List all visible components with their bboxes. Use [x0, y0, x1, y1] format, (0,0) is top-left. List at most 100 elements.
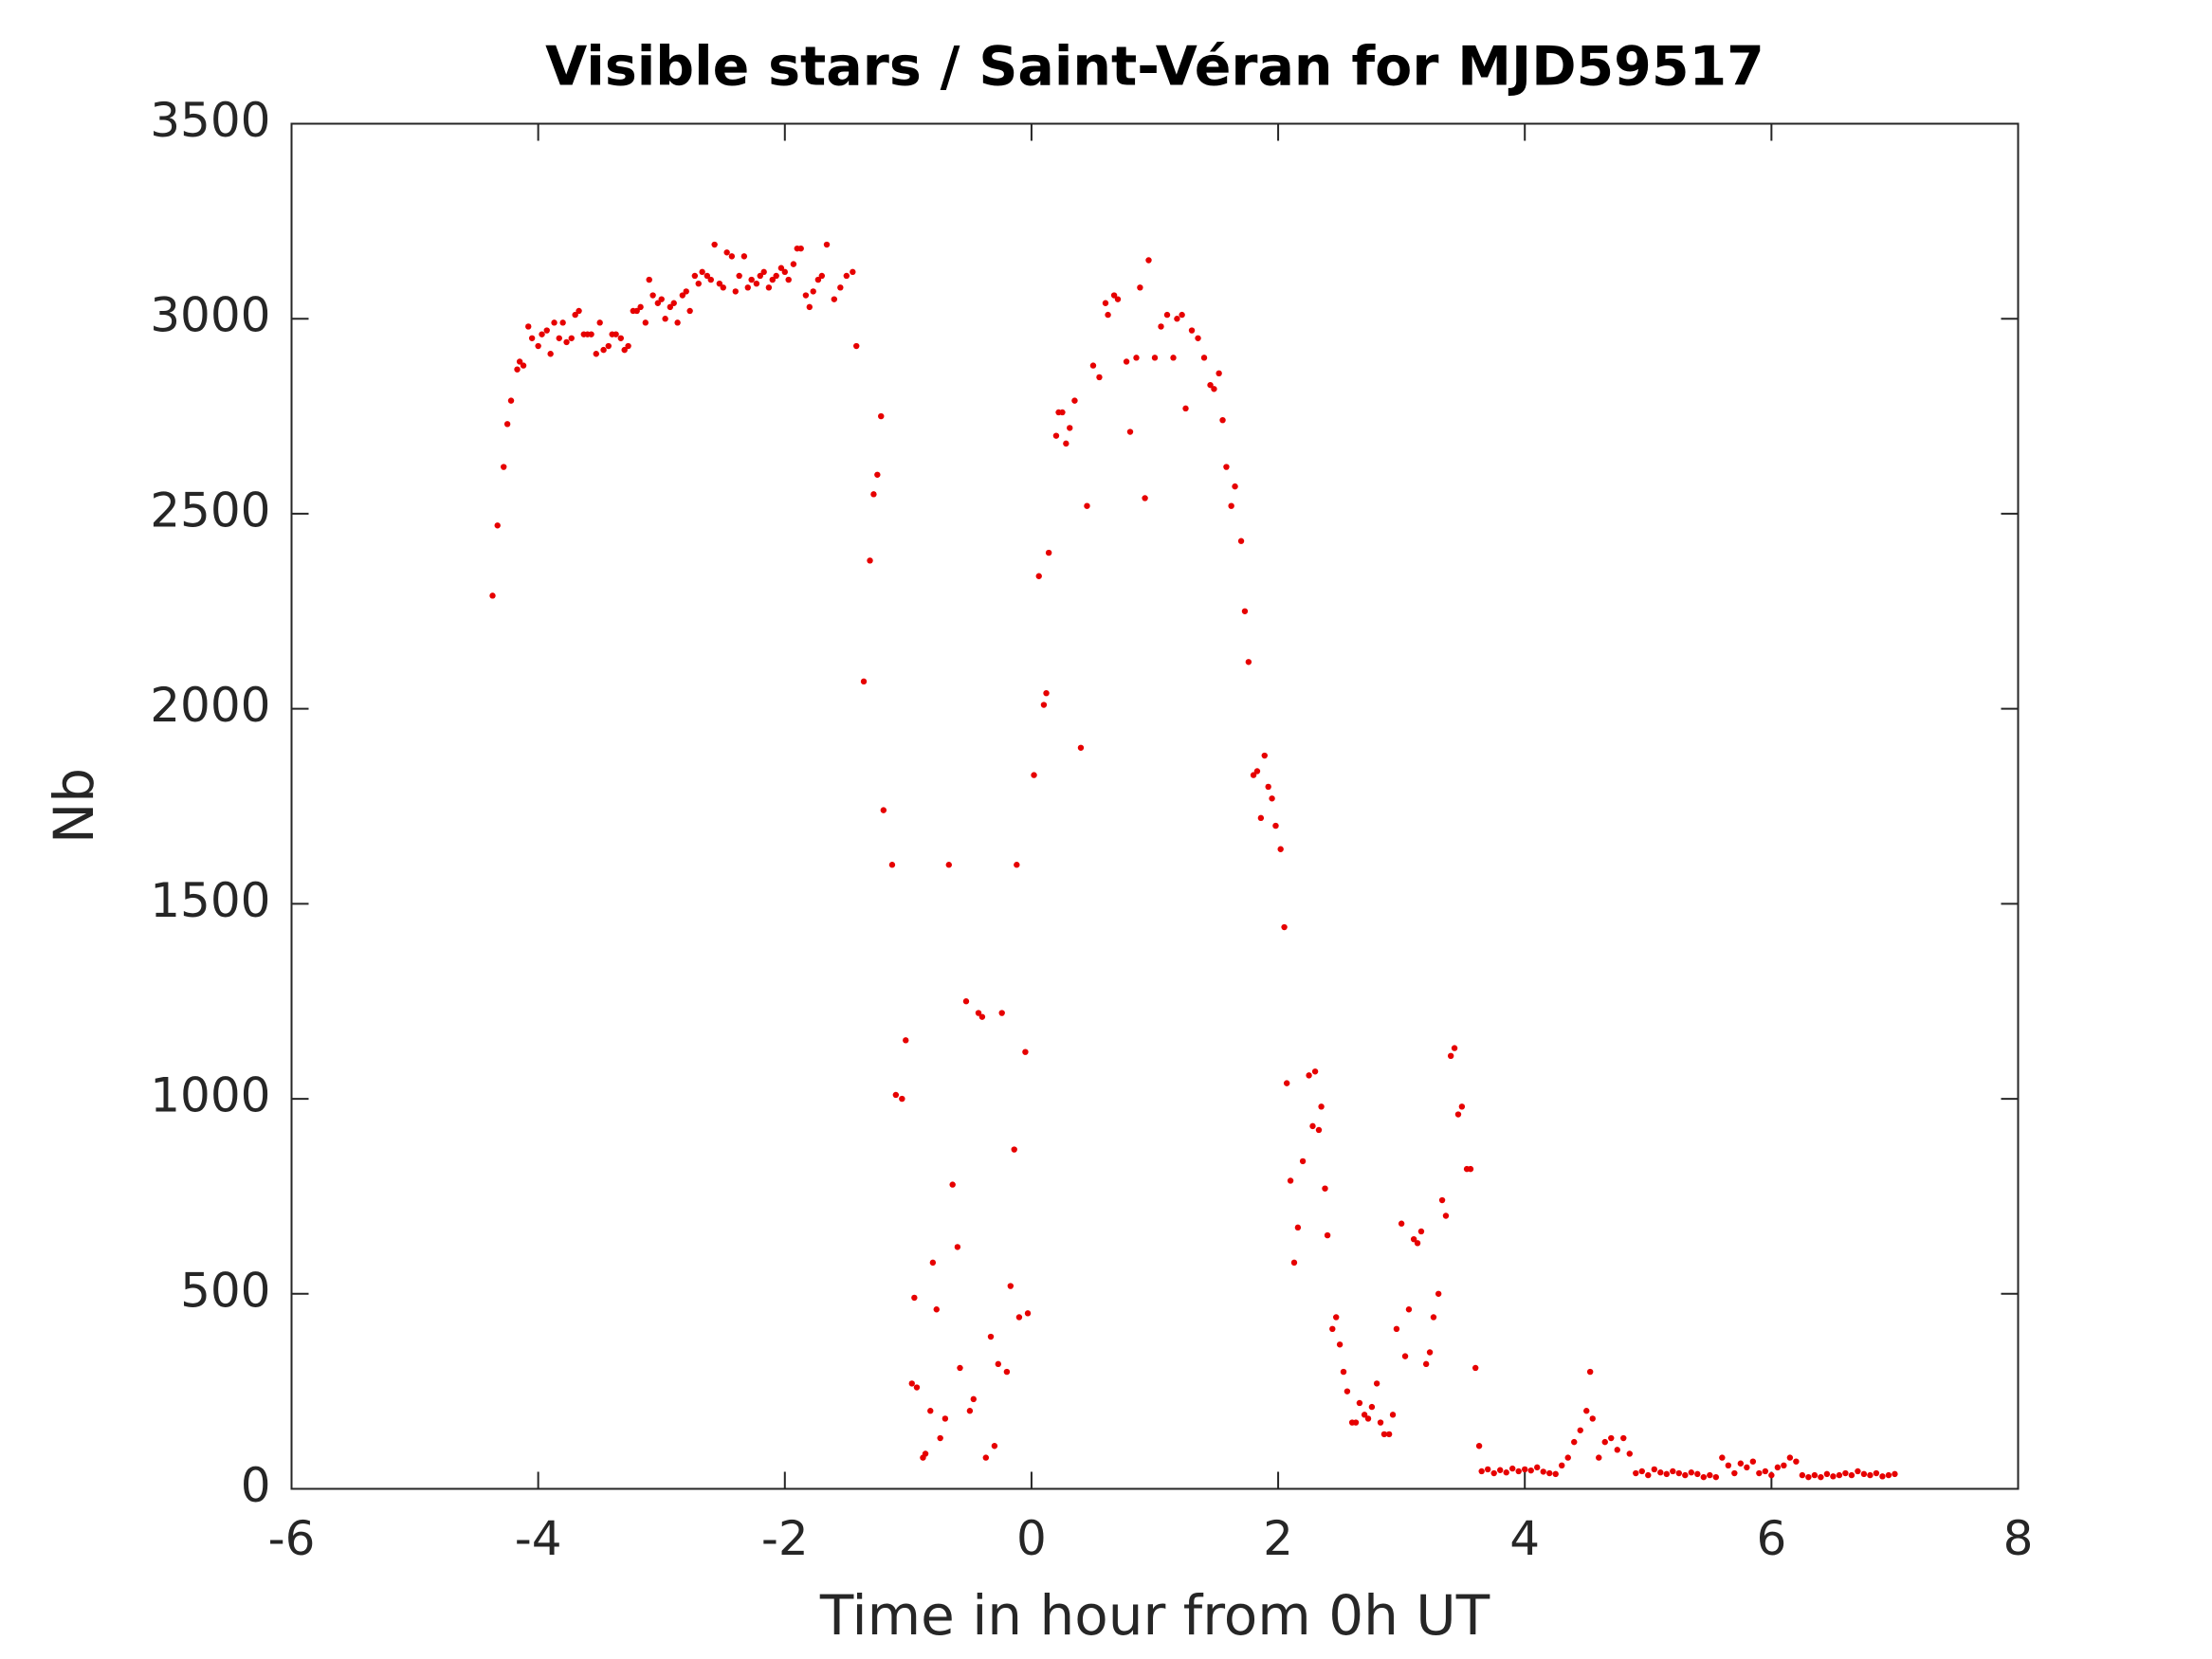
data-point [1700, 1473, 1708, 1481]
data-point [699, 268, 705, 276]
data-point [1340, 1368, 1347, 1376]
data-point [1645, 1471, 1652, 1479]
data-point [982, 1454, 990, 1461]
data-point [1250, 772, 1257, 778]
data-point [797, 245, 804, 252]
data-point [1306, 1072, 1312, 1079]
data-point [945, 862, 952, 868]
data-point [874, 471, 881, 478]
data-point [572, 311, 578, 319]
chart-title: Visible stars / Saint-Véran for MJD59517 [545, 36, 1764, 99]
data-point [1137, 284, 1143, 291]
data-point [1003, 1368, 1011, 1376]
data-point [1257, 814, 1265, 822]
data-point [1805, 1473, 1812, 1481]
data-point [1848, 1471, 1856, 1479]
data-point [1417, 1228, 1425, 1235]
data-point [941, 1415, 949, 1422]
data-point [1045, 549, 1052, 556]
data-point [1059, 409, 1066, 416]
data-point [1540, 1468, 1546, 1475]
data-point [1855, 1468, 1861, 1475]
data-point [1352, 1419, 1360, 1426]
data-point [1322, 1185, 1328, 1192]
data-point [1294, 1224, 1302, 1231]
data-point [1043, 689, 1050, 697]
data-point [1546, 1469, 1553, 1477]
plot-frame [290, 122, 2020, 1490]
data-point [1596, 1454, 1602, 1461]
data-point [760, 268, 767, 276]
data-point [1216, 370, 1222, 377]
data-point [559, 319, 566, 326]
data-point [777, 264, 785, 271]
data-point [1241, 608, 1249, 614]
data-point [1277, 846, 1284, 852]
data-point [991, 1443, 998, 1449]
data-point [773, 272, 779, 280]
data-point [1768, 1471, 1775, 1479]
data-point [1290, 1259, 1298, 1267]
data-point [1522, 1466, 1528, 1473]
data-point [860, 678, 868, 685]
data-point [1484, 1466, 1491, 1473]
data-point [1089, 362, 1097, 369]
data-point [1123, 358, 1130, 365]
data-point [1438, 1196, 1446, 1204]
data-point [1405, 1306, 1413, 1313]
data-point [929, 1259, 937, 1267]
data-point [1626, 1450, 1633, 1457]
data-point [975, 1010, 982, 1016]
data-point [535, 342, 541, 350]
data-point [954, 1244, 961, 1250]
data-point [998, 1010, 1005, 1016]
data-point [633, 307, 640, 315]
data-point [494, 522, 501, 529]
data-point [674, 319, 681, 326]
data-point [1105, 311, 1111, 319]
data-point [1830, 1473, 1837, 1480]
x-tick-label: 0 [1016, 1511, 1047, 1566]
data-point [1207, 381, 1214, 389]
data-point [1497, 1467, 1504, 1473]
data-point [1219, 416, 1226, 424]
data-point [831, 296, 838, 302]
y-tick-label: 3000 [150, 288, 270, 343]
data-point [691, 272, 699, 280]
data-point [1737, 1460, 1745, 1467]
data-point [1158, 323, 1164, 330]
data-point [1035, 573, 1042, 579]
data-point [1211, 386, 1217, 392]
data-point [1589, 1415, 1596, 1422]
data-point [528, 335, 536, 341]
data-point [966, 1408, 974, 1414]
data-point [501, 464, 507, 470]
data-point [1577, 1427, 1583, 1433]
data-point [1762, 1468, 1769, 1475]
data-point [1401, 1353, 1409, 1359]
data-point [753, 280, 760, 287]
data-point [1133, 355, 1140, 361]
data-point [1586, 1368, 1594, 1376]
data-point [1633, 1469, 1639, 1477]
data-point [1756, 1469, 1763, 1477]
data-point [1102, 300, 1109, 306]
data-point [802, 292, 810, 299]
data-point [757, 272, 763, 280]
data-point [551, 319, 558, 326]
data-point [1287, 1177, 1294, 1184]
data-point [1145, 257, 1152, 264]
data-point [978, 1013, 986, 1020]
data-point [1333, 1314, 1340, 1321]
data-point [1014, 862, 1020, 868]
data-point [1163, 311, 1171, 319]
data-point [1011, 1146, 1017, 1153]
data-point [1368, 1403, 1376, 1411]
data-point [1063, 440, 1069, 447]
data-point [686, 307, 693, 315]
data-point [1232, 483, 1238, 490]
data-point [1892, 1470, 1898, 1478]
data-point [637, 303, 644, 311]
x-axis-label: Time in hour from 0h UT [819, 1583, 1490, 1648]
y-tick-label: 2000 [150, 678, 270, 733]
